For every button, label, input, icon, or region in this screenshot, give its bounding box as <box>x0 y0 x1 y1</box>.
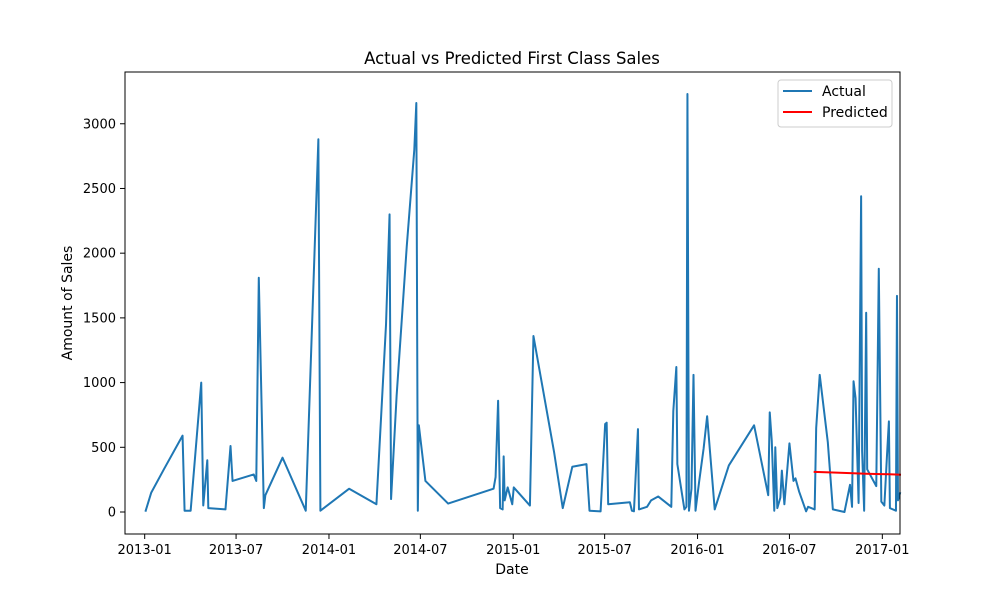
x-tick-label: 2016-07 <box>762 543 816 558</box>
x-axis: 2013-01 2013-07 2014-01 2014-07 2015-01 2015-… <box>118 534 909 558</box>
plot-frame <box>124 71 901 535</box>
legend-label-predicted: Predicted <box>822 105 888 121</box>
y-axis-title: Amount of Sales <box>60 246 76 361</box>
y-axis: 0 500 1000 1500 2000 2500 3000 <box>83 117 125 521</box>
series-line-actual <box>144 93 902 513</box>
x-tick-label: 2013-07 <box>209 543 263 558</box>
series-line-predicted <box>813 470 902 476</box>
x-tick-label: 2017-01 <box>855 543 909 558</box>
series-layer <box>144 93 902 513</box>
x-tick-label: 2014-07 <box>393 543 447 558</box>
x-tick-label: 2015-01 <box>486 543 540 558</box>
plot-area <box>124 71 902 535</box>
y-tick-label: 1000 <box>83 376 116 391</box>
y-tick-label: 2000 <box>83 247 116 262</box>
y-tick-label: 0 <box>108 506 116 521</box>
y-tick-label: 3000 <box>83 117 116 132</box>
x-tick-label: 2015-07 <box>577 543 631 558</box>
y-tick-label: 1500 <box>83 311 116 326</box>
x-tick-label: 2016-01 <box>670 543 724 558</box>
x-axis-title: Date <box>495 562 528 578</box>
chart-title: Actual vs Predicted First Class Sales <box>364 49 660 68</box>
x-tick-label: 2014-01 <box>302 543 356 558</box>
x-tick-label: 2013-01 <box>118 543 172 558</box>
y-tick-label: 500 <box>91 441 116 456</box>
legend-label-actual: Actual <box>822 84 866 100</box>
legend: Actual Predicted <box>777 79 893 128</box>
y-tick-label: 2500 <box>83 182 116 197</box>
